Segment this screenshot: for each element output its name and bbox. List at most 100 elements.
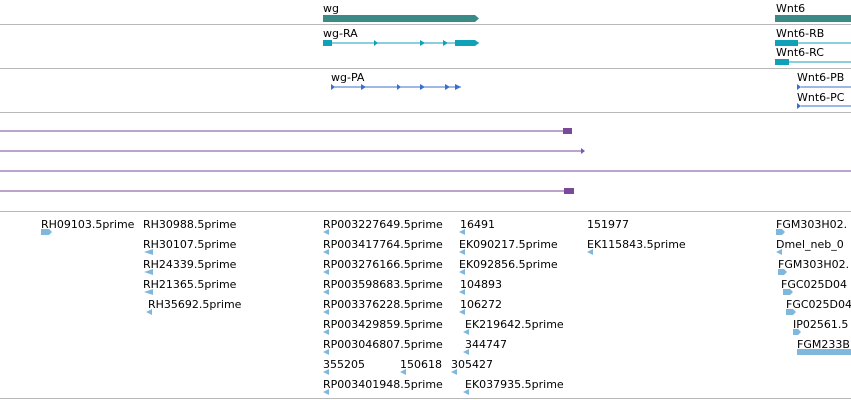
protein-label[interactable]: wg-PA [331, 71, 365, 84]
est-marker[interactable] [463, 349, 469, 355]
est-label[interactable]: EK115843.5prime [587, 238, 686, 251]
est-label[interactable]: Dmel_neb_0 [776, 238, 844, 251]
transcript-exon[interactable] [420, 40, 425, 46]
alignment-block[interactable] [564, 188, 574, 194]
protein-exon[interactable] [797, 84, 801, 90]
est-marker[interactable] [146, 309, 152, 315]
gene-span[interactable] [775, 15, 851, 22]
est-marker[interactable] [786, 309, 796, 315]
est-label[interactable]: RP003429859.5prime [323, 318, 443, 331]
est-marker[interactable] [323, 369, 329, 375]
est-marker[interactable] [323, 229, 329, 235]
est-marker[interactable] [323, 249, 329, 255]
est-label[interactable]: RP003598683.5prime [323, 278, 443, 291]
est-label[interactable]: FGM233B [797, 338, 850, 351]
protein-exon[interactable] [420, 84, 425, 90]
est-label[interactable]: 355205 [323, 358, 365, 371]
est-marker[interactable] [459, 289, 465, 295]
est-label[interactable]: IP02561.5 [793, 318, 849, 331]
est-label[interactable]: EK219642.5prime [465, 318, 564, 331]
est-marker[interactable] [793, 329, 801, 335]
est-label[interactable]: RH09103.5prime [41, 218, 135, 231]
est-label[interactable]: RH30107.5prime [143, 238, 237, 251]
track-separator [0, 112, 851, 113]
transcript-exon[interactable] [443, 40, 448, 46]
est-label[interactable]: RH24339.5prime [143, 258, 237, 271]
est-marker[interactable] [323, 269, 329, 275]
est-label[interactable]: 151977 [587, 218, 629, 231]
protein-exon[interactable] [445, 84, 450, 90]
est-label[interactable]: FGM303H02. [776, 218, 848, 231]
est-marker[interactable] [463, 329, 469, 335]
protein-label[interactable]: Wnt6-PB [797, 71, 845, 84]
est-marker[interactable] [783, 289, 793, 295]
est-marker[interactable] [144, 269, 153, 275]
est-marker[interactable] [463, 389, 469, 395]
track-separator [0, 398, 851, 399]
est-label[interactable]: FGM303H02. [778, 258, 850, 271]
gene-label-wnt6[interactable]: Wnt6 [776, 2, 806, 15]
gene-span[interactable] [323, 15, 479, 22]
track-separator [0, 68, 851, 69]
protein-exon[interactable] [361, 84, 366, 90]
est-label[interactable]: 104893 [460, 278, 502, 291]
est-label[interactable]: RP003376228.5prime [323, 298, 443, 311]
transcript-label[interactable]: Wnt6-RC [776, 46, 824, 59]
est-label[interactable]: 305427 [451, 358, 493, 371]
transcript-exon[interactable] [775, 40, 798, 46]
est-label[interactable]: RP003046807.5prime [323, 338, 443, 351]
est-marker[interactable] [459, 229, 465, 235]
est-marker[interactable] [776, 229, 785, 235]
est-label[interactable]: RH21365.5prime [143, 278, 237, 291]
est-label[interactable]: 150618 [400, 358, 442, 371]
est-label[interactable]: 106272 [460, 298, 502, 311]
est-marker[interactable] [587, 249, 593, 255]
transcript-exon[interactable] [323, 40, 332, 46]
est-label[interactable]: RH30988.5prime [143, 218, 237, 231]
protein-exon[interactable] [397, 84, 401, 90]
est-marker[interactable] [144, 289, 153, 295]
est-marker[interactable] [797, 349, 851, 355]
track-separator [0, 24, 851, 25]
transcript-exon[interactable] [455, 40, 479, 46]
est-label[interactable]: RP003417764.5prime [323, 238, 443, 251]
transcript-label[interactable]: wg-RA [323, 27, 358, 40]
protein-exon[interactable] [797, 103, 801, 109]
est-marker[interactable] [459, 269, 465, 275]
est-label[interactable]: RP003276166.5prime [323, 258, 443, 271]
est-label[interactable]: EK037935.5prime [465, 378, 564, 391]
gene-label-wg[interactable]: wg [323, 2, 339, 15]
transcript-exon[interactable] [374, 40, 378, 46]
transcript-exon[interactable] [775, 59, 789, 65]
est-label[interactable]: FGC025D04 [781, 278, 847, 291]
est-label[interactable]: 344747 [465, 338, 507, 351]
est-marker[interactable] [323, 329, 329, 335]
est-marker[interactable] [323, 289, 329, 295]
protein-exon[interactable] [455, 84, 461, 90]
est-marker[interactable] [451, 369, 457, 375]
est-marker[interactable] [400, 369, 406, 375]
est-label[interactable]: RP003401948.5prime [323, 378, 443, 391]
protein-exon[interactable] [331, 84, 335, 90]
alignment-block[interactable] [581, 148, 585, 154]
est-marker[interactable] [459, 249, 465, 255]
est-marker[interactable] [459, 309, 465, 315]
est-marker[interactable] [144, 249, 153, 255]
est-label[interactable]: EK090217.5prime [459, 238, 558, 251]
protein-label[interactable]: Wnt6-PC [797, 91, 845, 104]
transcript-label[interactable]: Wnt6-RB [776, 27, 825, 40]
est-label[interactable]: RH35692.5prime [148, 298, 242, 311]
est-label[interactable]: 16491 [460, 218, 495, 231]
est-marker[interactable] [323, 349, 329, 355]
est-marker[interactable] [41, 229, 52, 235]
est-label[interactable]: FGC025D04 [786, 298, 851, 311]
est-marker[interactable] [776, 249, 782, 255]
est-label[interactable]: EK092856.5prime [459, 258, 558, 271]
est-marker[interactable] [323, 389, 329, 395]
est-label[interactable]: RP003227649.5prime [323, 218, 443, 231]
est-marker[interactable] [323, 309, 329, 315]
est-marker[interactable] [778, 269, 787, 275]
alignment-block[interactable] [563, 128, 572, 134]
